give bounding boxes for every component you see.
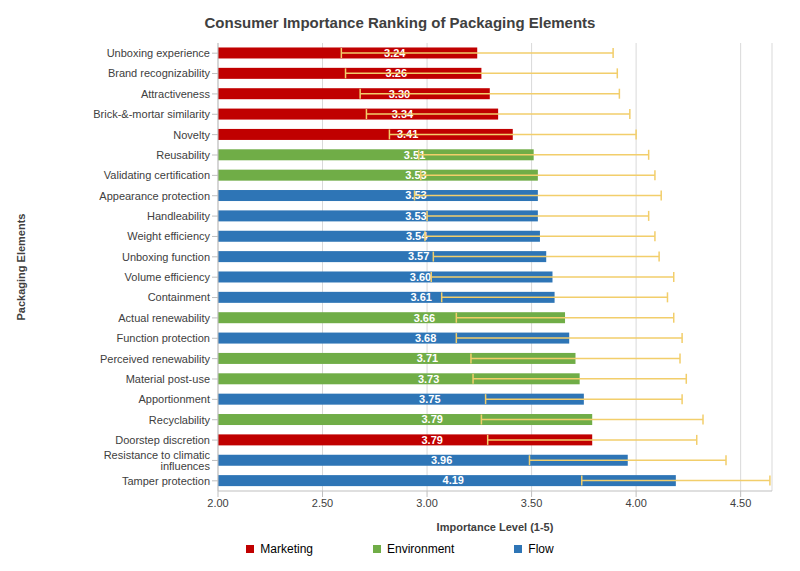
svg-text:4.50: 4.50 <box>730 497 751 509</box>
svg-text:3.57: 3.57 <box>408 250 429 262</box>
svg-text:3.66: 3.66 <box>414 312 435 324</box>
html-text:Marketing: Marketing <box>260 542 313 556</box>
svg-text:Doorstep discretion: Doorstep discretion <box>115 434 210 446</box>
svg-text:3.51: 3.51 <box>403 148 426 161</box>
svg-text:3.61: 3.61 <box>410 291 431 303</box>
html-text:Environment: Environment <box>387 542 455 556</box>
svg-text:3.53: 3.53 <box>405 189 427 202</box>
svg-text:3.34: 3.34 <box>391 107 414 120</box>
svg-text:Unboxing experience: Unboxing experience <box>107 47 210 59</box>
html-text:Flow: Flow <box>528 542 554 556</box>
svg-text:Novelty: Novelty <box>173 129 210 141</box>
svg-text:2.00: 2.00 <box>207 497 228 509</box>
svg-text:Actual renewability: Actual renewability <box>118 312 210 324</box>
svg-text:Resistance to climaticinfluenc: Resistance to climaticinfluences <box>104 449 211 472</box>
svg-text:Brand recognizability: Brand recognizability <box>108 67 211 79</box>
svg-text:3.00: 3.00 <box>416 497 437 509</box>
svg-text:3.96: 3.96 <box>431 454 452 466</box>
svg-text:3.24: 3.24 <box>384 46 406 59</box>
svg-text:Function protection: Function protection <box>116 332 210 344</box>
svg-text:4.19: 4.19 <box>443 474 464 486</box>
svg-text:3.79: 3.79 <box>421 413 442 425</box>
svg-text:3.68: 3.68 <box>415 332 436 344</box>
svg-text:Perceived renewability: Perceived renewability <box>100 353 211 365</box>
svg-text:3.53: 3.53 <box>405 210 426 222</box>
svg-text:3.26: 3.26 <box>385 67 407 80</box>
svg-text:Apportionment: Apportionment <box>138 393 210 405</box>
svg-text:Containment: Containment <box>148 291 210 303</box>
svg-text:Material post-use: Material post-use <box>126 373 210 385</box>
svg-text:3.75: 3.75 <box>419 393 440 405</box>
svg-text:Appearance protection: Appearance protection <box>99 190 210 202</box>
svg-text:3.54: 3.54 <box>406 230 428 242</box>
svg-text:Brick-&-mortar similarity: Brick-&-mortar similarity <box>93 108 210 120</box>
svg-text:Recyclability: Recyclability <box>149 414 211 426</box>
svg-text:3.30: 3.30 <box>388 87 411 100</box>
svg-text:Reusability: Reusability <box>156 149 210 161</box>
svg-text:3.71: 3.71 <box>417 352 438 364</box>
svg-text:Tamper protection: Tamper protection <box>122 475 210 487</box>
svg-text:Handleability: Handleability <box>147 210 210 222</box>
svg-text:3.79: 3.79 <box>421 434 442 446</box>
svg-text:Validating certification: Validating certification <box>104 169 210 181</box>
svg-text:4.00: 4.00 <box>625 497 646 509</box>
svg-text:3.41: 3.41 <box>396 128 419 141</box>
svg-text:Unboxing function: Unboxing function <box>122 251 210 263</box>
svg-text:2.50: 2.50 <box>312 497 333 509</box>
svg-text:3.50: 3.50 <box>521 497 542 509</box>
html-text:Consumer Importance Ranking of: Consumer Importance Ranking of Packaging… <box>204 14 596 31</box>
svg-text:Importance Level (1-5): Importance Level (1-5) <box>437 521 554 533</box>
svg-text:3.53: 3.53 <box>405 169 427 181</box>
svg-text:Weight efficiency: Weight efficiency <box>127 230 210 242</box>
svg-text:3.73: 3.73 <box>418 373 439 385</box>
svg-text:3.60: 3.60 <box>410 271 431 283</box>
svg-text:Packaging Elements: Packaging Elements <box>15 214 27 321</box>
svg-text:Volume efficiency: Volume efficiency <box>125 271 211 283</box>
svg-text:Attractiveness: Attractiveness <box>141 88 211 100</box>
